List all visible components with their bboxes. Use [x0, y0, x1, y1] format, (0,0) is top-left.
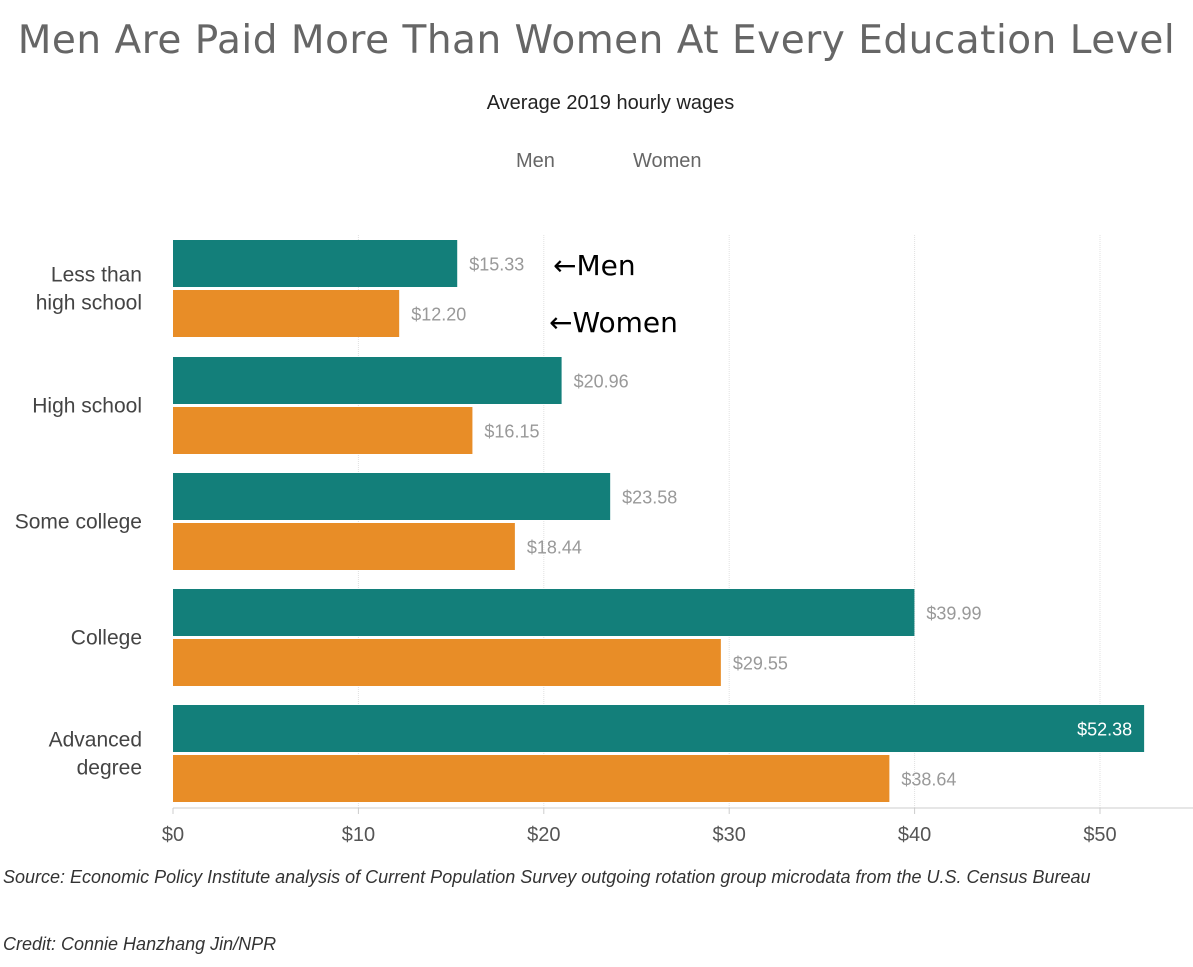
bars	[173, 240, 1145, 802]
value-label: $12.20	[411, 305, 466, 325]
legend-men: Men	[516, 150, 555, 172]
value-label: $20.96	[574, 372, 629, 392]
chart-title: Men Are Paid More Than Women At Every Ed…	[17, 18, 1176, 63]
category-label: Some college	[15, 511, 142, 534]
bar-women	[173, 407, 473, 454]
x-axis: $0 $10 $20 $30 $40 $50	[162, 807, 1193, 846]
source-note: Source: Economic Policy Institute analys…	[3, 867, 1091, 887]
category-labels: Less than high school High school Some coll…	[15, 264, 142, 780]
value-labels: $15.33 $12.20 $20.96 $16.15 $23.58 $18.44 $39.…	[411, 255, 1132, 790]
bar-chart: $15.33 $12.20 $20.96 $16.15 $23.58 $18.44 $39.…	[15, 235, 1193, 846]
value-label: $23.58	[622, 488, 677, 508]
bar-men	[173, 473, 611, 520]
x-tick-label: $40	[898, 824, 931, 846]
value-label: $18.44	[527, 538, 582, 558]
x-tick-label: $30	[713, 824, 746, 846]
value-label: $39.99	[926, 604, 981, 624]
bar-women	[173, 523, 515, 570]
annotation-men: ←Men	[553, 249, 636, 282]
value-label: $52.38	[1077, 720, 1132, 740]
annotation-women: ←Women	[549, 306, 678, 339]
bar-women	[173, 290, 400, 337]
chart-subtitle: Average 2019 hourly wages	[486, 92, 735, 114]
bar-men	[173, 589, 915, 636]
legend: Men Women	[0, 150, 1193, 176]
value-label: $16.15	[484, 422, 539, 442]
grid-lines	[357, 235, 1101, 808]
value-label: $29.55	[733, 654, 788, 674]
bar-women	[173, 755, 890, 802]
category-label: College	[71, 627, 142, 650]
category-label: High school	[32, 395, 142, 418]
bar-men	[173, 357, 562, 404]
x-tick-label: $20	[527, 824, 560, 846]
legend-women: Women	[633, 150, 702, 172]
bar-men	[173, 240, 458, 287]
value-label: $15.33	[469, 255, 524, 275]
x-tick-label: $50	[1083, 824, 1116, 846]
bar-women	[173, 639, 721, 686]
value-label: $38.64	[901, 770, 956, 790]
x-tick-label: $0	[162, 824, 184, 846]
category-label: Advanced degree	[49, 729, 142, 780]
credit-note: Credit: Connie Hanzhang Jin/NPR	[3, 934, 277, 954]
x-tick-label: $10	[342, 824, 375, 846]
category-label: Less than high school	[36, 264, 142, 315]
bar-men	[173, 705, 1145, 752]
